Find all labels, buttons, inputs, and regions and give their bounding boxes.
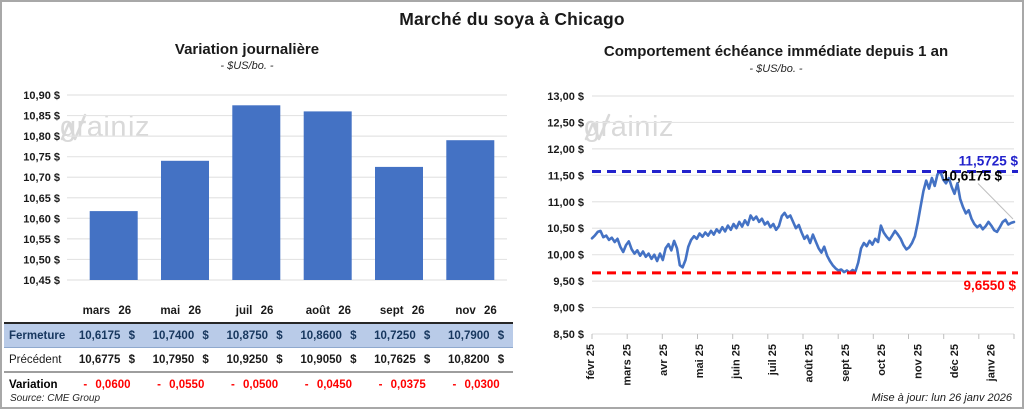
watermark-text-right: iz	[652, 111, 674, 143]
table-row-precedent: Précédent 10,6775 $ 10,7950 $ 10,9250 $ 10,9…	[4, 348, 513, 373]
svg-text:10,65 $: 10,65 $	[23, 193, 60, 205]
svg-text:12,50 $: 12,50 $	[547, 117, 584, 129]
svg-text:10,55 $: 10,55 $	[23, 234, 60, 246]
grainwiz-watermark: grain iz	[584, 111, 674, 144]
variation-value: - 0,0300	[439, 371, 513, 396]
table-row-variation: Variation - 0,0600- 0,0550- 0,0500- 0,045…	[4, 371, 513, 396]
price-series-line	[590, 170, 1016, 274]
daily-variation-bar-chart: 10,45 $ 10,50 $ 10,55 $ 10,60 $ 10,65 $ 10,70…	[23, 90, 507, 287]
watermark-text-right: iz	[128, 111, 150, 143]
min-value-label: 9,6550 $	[963, 278, 1016, 293]
month-header: mai 26	[160, 304, 202, 317]
source-note: Source: CME Group	[10, 393, 101, 404]
bar-sept 26	[375, 166, 423, 280]
max-value-label: 11,5725 $	[959, 154, 1019, 169]
fermeture-value: 10,7900 $	[439, 322, 513, 348]
precedent-value: 10,9050 $	[300, 353, 357, 366]
line-chart-title: Comportement échéance immédiate depuis 1…	[603, 43, 949, 60]
precedent-value: 10,7625 $	[374, 353, 431, 366]
svg-text:8,50 $: 8,50 $	[553, 329, 584, 341]
svg-text:oct 25: oct 25	[876, 344, 888, 376]
last-value-label: 10,6175 $	[942, 169, 1003, 184]
svg-text:10,80 $: 10,80 $	[23, 131, 60, 143]
month-header: juil 26	[235, 304, 274, 317]
fermeture-value: 10,7250 $	[365, 322, 440, 348]
svg-text:août 25: août 25	[803, 344, 815, 383]
row-label: Précédent	[9, 353, 62, 366]
svg-text:sept 25: sept 25	[840, 344, 852, 382]
month-header: août 26	[305, 304, 352, 317]
svg-text:11,50 $: 11,50 $	[548, 170, 584, 182]
svg-text:11,00 $: 11,00 $	[548, 197, 584, 209]
bar-chart-title: Variation journalière	[174, 41, 320, 58]
variation-value: - 0,0600	[70, 371, 144, 396]
watermark-zigzag-icon	[584, 113, 611, 140]
corner-cell	[4, 299, 70, 323]
bar-nov 26	[446, 140, 495, 280]
svg-text:10,50 $: 10,50 $	[547, 223, 584, 235]
bar-juil 26	[232, 105, 281, 280]
front-month-line-chart: 8,50 $ 9,00 $ 9,50 $ 10,00 $ 10,50 $ 11,00 $ 1…	[547, 91, 1019, 386]
grainwiz-watermark: grain iz	[60, 111, 150, 144]
bar-chart-subtitle: - $US/bo. -	[220, 60, 274, 72]
svg-text:déc 25: déc 25	[949, 344, 961, 378]
line-chart-subtitle: - $US/bo. -	[749, 63, 803, 75]
watermark-zigzag-icon	[60, 113, 87, 140]
svg-text:juil 25: juil 25	[767, 344, 779, 376]
row-label: Variation	[4, 371, 70, 396]
updated-note: Mise à jour: lun 26 janv 2026	[871, 392, 1012, 404]
precedent-value: 10,8200 $	[447, 353, 505, 366]
bar-mars 26	[89, 211, 138, 280]
precedent-value: 10,9250 $	[226, 353, 283, 366]
variation-value: - 0,0450	[291, 371, 366, 396]
table-row-fermeture: Fermeture 10,6175 $10,7400 $10,8750 $10,8…	[4, 322, 513, 348]
svg-text:12,00 $: 12,00 $	[547, 144, 584, 156]
precedent-value: 10,6775 $	[78, 353, 135, 366]
svg-text:10,50 $: 10,50 $	[23, 254, 60, 266]
month-header: mars 26	[82, 304, 132, 317]
month-header: sept 26	[379, 304, 425, 317]
svg-text:10,90 $: 10,90 $	[23, 90, 60, 102]
svg-text:mars 25: mars 25	[621, 344, 633, 386]
fermeture-value: 10,7400 $	[143, 322, 218, 348]
svg-text:avr 25: avr 25	[658, 344, 670, 376]
svg-text:févr 25: févr 25	[585, 344, 597, 379]
svg-text:10,70 $: 10,70 $	[23, 172, 60, 184]
svg-text:9,50 $: 9,50 $	[553, 276, 584, 288]
precedent-value: 10,7950 $	[152, 353, 209, 366]
svg-text:nov 25: nov 25	[913, 344, 925, 379]
variation-value: - 0,0375	[365, 371, 440, 396]
svg-text:10,60 $: 10,60 $	[23, 213, 60, 225]
month-header: nov 26	[455, 304, 497, 317]
fermeture-value: 10,8600 $	[291, 322, 366, 348]
page-title: Marché du soya à Chicago	[399, 9, 625, 29]
svg-text:juin 25: juin 25	[731, 344, 743, 380]
futures-table-body: mars 26 mai 26 juil 26 août 26 sept 26 nov 26…	[4, 299, 513, 396]
bar-mai 26	[161, 160, 209, 280]
table-header-row: mars 26 mai 26 juil 26 août 26 sept 26 nov 26	[4, 299, 513, 323]
svg-text:9,00 $: 9,00 $	[553, 303, 584, 315]
variation-value: - 0,0550	[143, 371, 218, 396]
futures-table: mars 26 mai 26 juil 26 août 26 sept 26 nov 26…	[4, 299, 513, 396]
svg-text:10,00 $: 10,00 $	[547, 250, 584, 262]
bar-août 26	[303, 111, 352, 281]
svg-text:10,45 $: 10,45 $	[23, 275, 60, 287]
row-label: Fermeture	[4, 322, 70, 348]
svg-text:10,75 $: 10,75 $	[23, 152, 60, 164]
svg-text:13,00 $: 13,00 $	[547, 91, 584, 103]
svg-text:10,85 $: 10,85 $	[23, 111, 60, 123]
variation-value: - 0,0500	[217, 371, 292, 396]
svg-text:janv 26: janv 26	[985, 344, 997, 382]
fermeture-value: 10,8750 $	[217, 322, 292, 348]
svg-text:mai 25: mai 25	[694, 344, 706, 378]
fermeture-value: 10,6175 $	[70, 322, 144, 348]
last-value-leader-line	[977, 183, 1014, 220]
